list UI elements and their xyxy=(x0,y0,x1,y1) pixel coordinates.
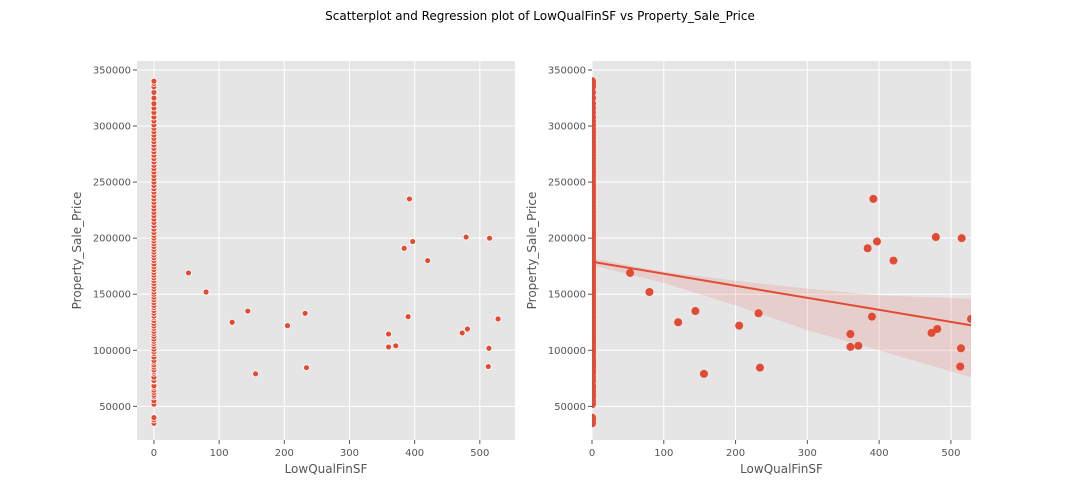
data-point xyxy=(458,329,466,337)
y-axis-label: Property_Sale_Price xyxy=(70,192,84,310)
data-point xyxy=(228,318,236,326)
x-tick-label: 300 xyxy=(798,448,817,459)
data-point xyxy=(872,237,881,246)
data-point xyxy=(485,344,493,352)
data-point xyxy=(150,100,158,108)
data-point xyxy=(957,234,966,243)
data-point xyxy=(626,268,635,277)
data-point xyxy=(846,330,855,339)
data-point xyxy=(956,362,965,371)
data-point xyxy=(846,342,855,351)
y-tick-label: 200000 xyxy=(93,234,131,245)
data-point xyxy=(645,287,654,296)
y-axis-label: Property_Sale_Price xyxy=(525,192,539,310)
data-point xyxy=(185,269,192,277)
x-tick-label: 200 xyxy=(275,448,294,459)
data-point xyxy=(674,318,683,327)
data-point xyxy=(385,330,392,338)
data-point xyxy=(409,238,417,245)
data-point xyxy=(486,234,493,242)
data-point xyxy=(735,321,744,330)
x-axis-label: LowQualFinSF xyxy=(285,462,368,476)
figure-title: Scatterplot and Regression plot of LowQu… xyxy=(325,9,755,23)
data-point xyxy=(869,194,878,203)
y-tick-label: 100000 xyxy=(93,346,131,357)
data-point xyxy=(252,370,260,378)
data-point xyxy=(699,369,708,378)
y-tick-label: 300000 xyxy=(93,122,131,133)
data-point xyxy=(301,309,309,317)
y-tick-label: 200000 xyxy=(548,234,586,245)
x-tick-label: 400 xyxy=(870,448,889,459)
plot-area xyxy=(150,77,502,427)
data-point xyxy=(933,324,942,333)
x-tick-label: 500 xyxy=(470,448,489,459)
data-point xyxy=(484,363,492,370)
data-point xyxy=(754,309,763,318)
scatter-plot-panel: 0 100 200 300 400 500 50000 100000 150000 200000 2… xyxy=(70,61,515,476)
y-tick-label: 250000 xyxy=(93,178,131,189)
y-tick-label: 350000 xyxy=(548,65,586,76)
data-point xyxy=(956,344,965,353)
y-tick-label: 50000 xyxy=(554,402,586,413)
data-point xyxy=(202,288,210,296)
data-point xyxy=(284,322,291,330)
data-point xyxy=(592,413,596,422)
data-point xyxy=(927,328,936,337)
x-tick-label: 400 xyxy=(405,448,424,459)
data-point xyxy=(462,233,470,241)
plot-background xyxy=(592,61,971,440)
regression-plot-panel: 0 100 200 300 400 500 50000 100000 150000 200000 2… xyxy=(525,61,971,476)
data-point xyxy=(150,88,158,96)
data-point xyxy=(867,312,876,321)
x-tick-label: 200 xyxy=(726,448,745,459)
data-point xyxy=(931,233,940,242)
data-point xyxy=(967,314,971,323)
y-tick-label: 50000 xyxy=(99,402,131,413)
x-axis-label: LowQualFinSF xyxy=(740,462,823,476)
data-point xyxy=(150,94,158,102)
data-point xyxy=(244,307,252,315)
y-tick-label: 300000 xyxy=(548,122,586,133)
data-point xyxy=(863,244,872,253)
data-point xyxy=(303,364,310,372)
data-point xyxy=(854,341,863,350)
data-point xyxy=(385,343,392,351)
x-tick-label: 300 xyxy=(340,448,359,459)
data-point xyxy=(392,342,400,350)
y-tick-label: 150000 xyxy=(93,290,131,301)
plot-area xyxy=(592,77,971,428)
data-point xyxy=(150,414,158,421)
x-tick-label: 100 xyxy=(210,448,229,459)
x-tick-label: 0 xyxy=(589,448,595,459)
data-point xyxy=(592,77,596,86)
y-tick-label: 350000 xyxy=(93,65,131,76)
y-tick-label: 150000 xyxy=(548,290,586,301)
x-tick-label: 100 xyxy=(654,448,673,459)
data-point xyxy=(424,257,432,264)
data-point xyxy=(464,325,471,333)
data-point xyxy=(755,363,764,372)
x-tick-label: 500 xyxy=(941,448,960,459)
data-point xyxy=(150,77,158,85)
data-point xyxy=(400,244,408,252)
data-point xyxy=(404,313,412,321)
data-point xyxy=(889,256,898,265)
confidence-band xyxy=(592,258,971,378)
regression-line xyxy=(592,260,971,327)
data-point xyxy=(494,315,502,323)
data-point xyxy=(691,307,700,316)
plot-background xyxy=(137,61,515,440)
y-tick-label: 100000 xyxy=(548,346,586,357)
y-tick-label: 250000 xyxy=(548,178,586,189)
x-tick-label: 0 xyxy=(151,448,157,459)
data-point xyxy=(406,195,413,203)
